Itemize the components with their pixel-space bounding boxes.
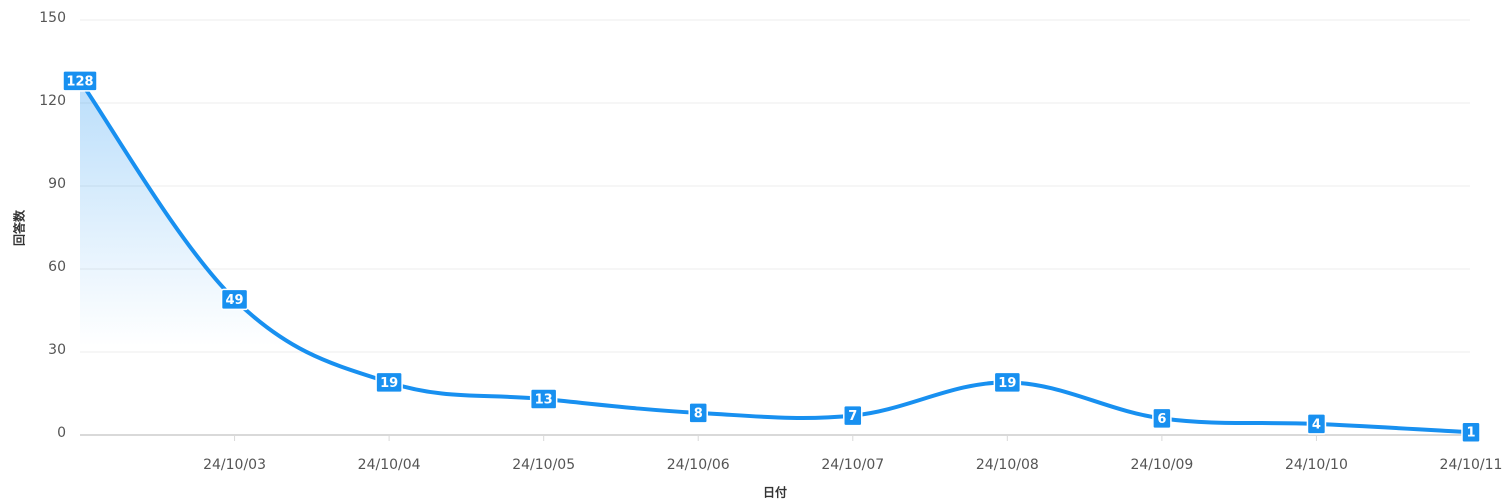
y-axis-title: 回答数 (12, 209, 27, 246)
value-label-box (1461, 421, 1481, 443)
x-tick-label: 24/10/03 (203, 457, 266, 473)
x-tick-label: 24/10/04 (358, 457, 421, 473)
x-tick-label: 24/10/10 (1285, 457, 1348, 473)
value-label-box (529, 388, 558, 410)
value-label-box (220, 288, 249, 311)
y-tick-label: 30 (48, 342, 66, 358)
value-label: 6 (1157, 412, 1166, 427)
value-label: 4 (1312, 417, 1321, 432)
x-tick-label: 24/10/11 (1440, 457, 1502, 473)
x-tick-label: 24/10/09 (1130, 457, 1193, 473)
value-label: 19 (998, 376, 1016, 391)
value-label: 19 (380, 376, 398, 391)
area (80, 80, 1471, 435)
y-tick-label: 150 (39, 10, 66, 26)
x-tick-label: 24/10/08 (976, 457, 1039, 473)
x-axis-title: 日付 (763, 485, 787, 500)
y-tick-label: 90 (48, 176, 66, 192)
y-tick-label: 120 (39, 93, 66, 109)
value-label: 1 (1466, 426, 1475, 441)
x-tick-label: 24/10/07 (821, 457, 884, 473)
x-tick-label: 24/10/06 (667, 457, 730, 473)
y-tick-label: 60 (48, 259, 66, 275)
value-label-box (375, 371, 403, 394)
value-label-box (688, 402, 708, 424)
value-label-box (993, 371, 1022, 394)
value-label-box (1306, 413, 1327, 435)
y-tick-label: 0 (57, 425, 66, 441)
value-label: 8 (694, 406, 703, 421)
value-label: 49 (226, 293, 244, 308)
value-label-box (843, 404, 863, 427)
value-label: 7 (848, 409, 857, 424)
value-label: 13 (535, 393, 553, 408)
line (78, 79, 1472, 435)
value-label: 128 (66, 74, 93, 89)
value-label-box (62, 70, 98, 92)
x-tick-label: 24/10/05 (512, 457, 575, 473)
value-label-box (1152, 407, 1172, 430)
